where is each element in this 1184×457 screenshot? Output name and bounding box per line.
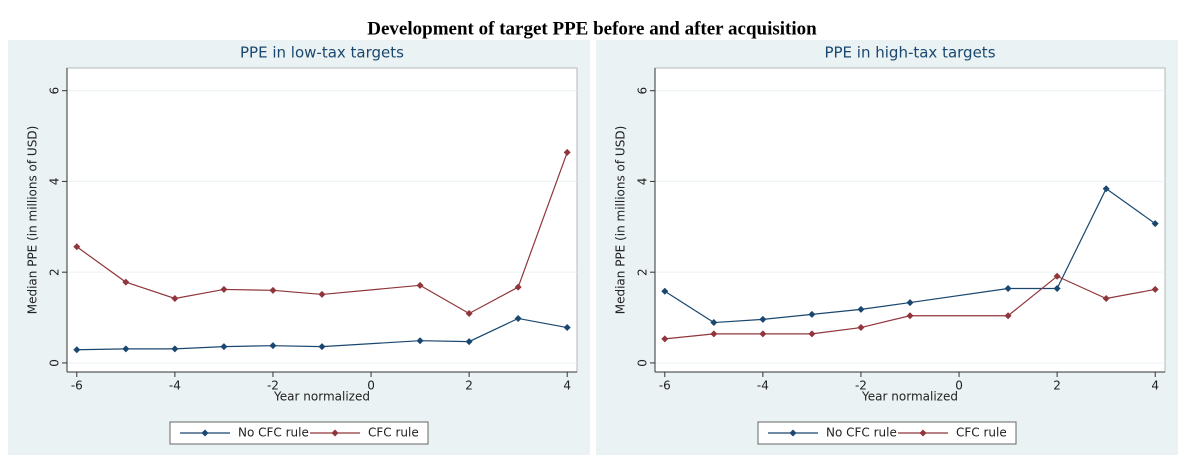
point — [269, 342, 277, 350]
y-axis-label: Median PPE (in millions of USD) — [26, 126, 40, 315]
x-axis-label: Year normalized — [861, 390, 958, 404]
x-tick-label: 2 — [465, 379, 473, 393]
series-line — [76, 152, 568, 315]
point — [1102, 185, 1110, 193]
point — [759, 330, 767, 338]
point — [906, 299, 914, 307]
x-tick-label: 0 — [955, 379, 963, 393]
y-tick-label: 4 — [48, 178, 62, 186]
point — [416, 281, 424, 289]
point — [122, 278, 130, 286]
legend-label: CFC rule — [368, 426, 419, 440]
x-tick-label: -4 — [169, 379, 181, 393]
legend-box — [757, 421, 1017, 445]
x-tick-label: -2 — [267, 379, 279, 393]
point — [1102, 294, 1110, 302]
panel: PPE in low-tax targets 0 2 4 6 -6 -4 -2 0 2 4 Year … — [8, 40, 590, 455]
point — [465, 338, 473, 346]
y-axis-label: Median PPE (in millions of USD) — [614, 126, 628, 315]
x-tick-label: 0 — [367, 379, 375, 393]
y-tick-label: 0 — [48, 359, 62, 367]
point — [857, 324, 865, 332]
y-tick-label: 0 — [636, 359, 650, 367]
point — [563, 148, 571, 156]
point — [514, 283, 522, 291]
point — [220, 343, 228, 351]
y-tick-label: 6 — [48, 87, 62, 95]
x-tick-label: -6 — [71, 379, 83, 393]
y-tick-label: 2 — [48, 268, 62, 276]
x-tick-label: 4 — [563, 379, 571, 393]
point — [269, 286, 277, 294]
point — [318, 290, 326, 298]
point — [122, 345, 130, 353]
point — [220, 285, 228, 293]
y-tick-label: 6 — [636, 87, 650, 95]
point — [73, 346, 81, 354]
series-line — [664, 187, 1156, 324]
legend-box — [169, 421, 429, 445]
point — [171, 345, 179, 353]
point — [710, 319, 718, 327]
point — [661, 335, 669, 343]
series-line — [76, 317, 568, 351]
point — [1151, 285, 1159, 293]
point — [563, 324, 571, 332]
point — [1053, 272, 1061, 280]
point — [514, 314, 522, 322]
point — [1004, 285, 1012, 293]
legend-label: No CFC rule — [238, 426, 309, 440]
legend-label: CFC rule — [956, 426, 1007, 440]
x-axis-label: Year normalized — [273, 390, 370, 404]
x-tick-label: 4 — [1151, 379, 1159, 393]
point — [906, 312, 914, 320]
point — [73, 243, 81, 251]
legend-marker — [201, 429, 209, 437]
y-tick-label: 4 — [636, 178, 650, 186]
point — [1004, 312, 1012, 320]
point — [416, 337, 424, 345]
point — [661, 287, 669, 295]
panel-title: PPE in high-tax targets — [824, 44, 995, 62]
legend-label: No CFC rule — [826, 426, 897, 440]
point — [1151, 220, 1159, 228]
point — [808, 330, 816, 338]
y-tick-label: 2 — [636, 268, 650, 276]
plot-area — [654, 67, 1166, 373]
legend-marker — [789, 429, 797, 437]
x-tick-label: -6 — [659, 379, 671, 393]
figure-title: Development of target PPE before and aft… — [367, 18, 817, 39]
point — [808, 310, 816, 318]
x-tick-label: -2 — [855, 379, 867, 393]
plot-area — [66, 67, 578, 373]
legend-marker — [919, 429, 927, 437]
point — [710, 330, 718, 338]
point — [171, 294, 179, 302]
panel: PPE in high-tax targets 0 2 4 6 -6 -4 -2 0 2 4 Year… — [596, 40, 1178, 455]
legend-marker — [331, 429, 339, 437]
x-tick-label: 2 — [1053, 379, 1061, 393]
point — [759, 315, 767, 323]
point — [465, 309, 473, 317]
point — [318, 343, 326, 351]
point — [857, 305, 865, 313]
point — [1053, 285, 1061, 293]
series-line — [664, 275, 1156, 340]
x-tick-label: -4 — [757, 379, 769, 393]
panel-title: PPE in low-tax targets — [240, 44, 404, 62]
